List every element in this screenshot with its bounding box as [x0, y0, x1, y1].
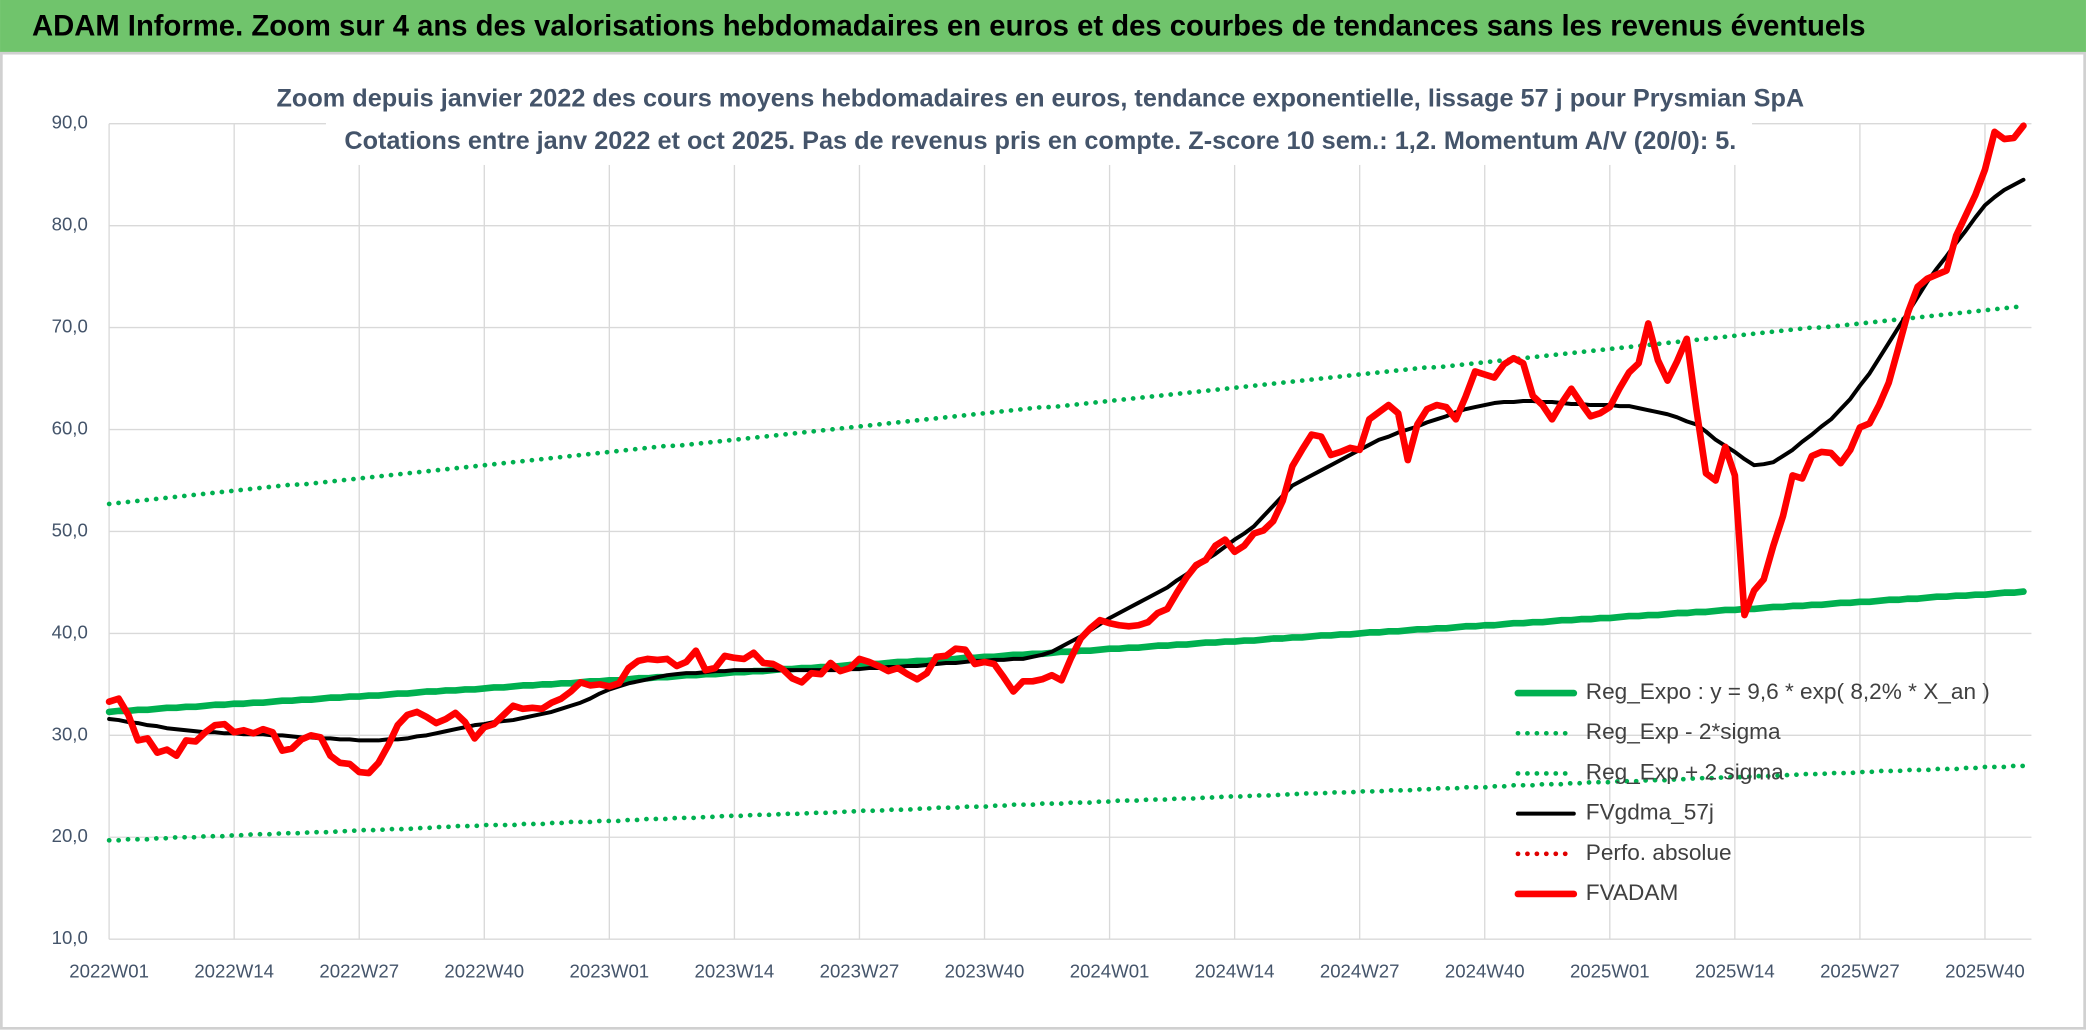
x-tick-label: 2024W14	[1195, 960, 1275, 981]
x-tick-label: 2023W27	[820, 960, 900, 981]
y-tick-label: 70,0	[52, 316, 88, 337]
series-lines	[105, 122, 2027, 843]
legend-label: Reg_Exp - 2*sigma	[1586, 719, 1781, 744]
series-line	[105, 122, 2027, 777]
series-line	[105, 588, 2027, 716]
x-tick-label: 2024W40	[1445, 960, 1525, 981]
x-tick-label: 2025W01	[1570, 960, 1650, 981]
y-tick-label: 90,0	[52, 112, 88, 133]
y-tick-label: 80,0	[52, 214, 88, 235]
series-line	[106, 763, 2026, 843]
header-title: ADAM Informe. Zoom sur 4 ans des valoris…	[32, 11, 1866, 43]
series-line	[107, 177, 2026, 743]
y-tick-label: 40,0	[52, 621, 88, 642]
legend-label: FVgdma_57j	[1586, 800, 1714, 825]
x-tick-label: 2025W40	[1945, 960, 2025, 981]
legend-label: FVADAM	[1586, 880, 1679, 905]
x-tick-label: 2022W01	[69, 960, 149, 981]
y-tick-label: 50,0	[52, 519, 88, 540]
chart-title: Zoom depuis janvier 2022 des cours moyen…	[276, 84, 1804, 112]
x-tick-label: 2025W27	[1820, 960, 1900, 981]
header-bar	[0, 0, 2086, 54]
x-tick-label: 2024W27	[1320, 960, 1400, 981]
title-box	[325, 77, 1753, 165]
y-tick-label: 30,0	[52, 723, 88, 744]
x-tick-label: 2024W01	[1070, 960, 1150, 981]
x-tick-label: 2023W40	[945, 960, 1025, 981]
legend-label: Reg_Exp + 2 sigma	[1586, 759, 1784, 784]
series-line	[106, 303, 2026, 507]
x-tick-label: 2023W01	[570, 960, 650, 981]
x-tick-label: 2022W40	[444, 960, 524, 981]
x-tick-label: 2022W14	[194, 960, 274, 981]
x-tick-label: 2025W14	[1695, 960, 1775, 981]
legend-label: Reg_Expo : y = 9,6 * exp( 8,2% * X_an )	[1586, 679, 1990, 704]
chart-subtitle: Cotations entre janv 2022 et oct 2025. P…	[344, 127, 1736, 155]
x-tick-label: 2023W14	[695, 960, 775, 981]
legend: Reg_Expo : y = 9,6 * exp( 8,2% * X_an ) R…	[1514, 679, 1990, 905]
y-tick-label: 10,0	[52, 927, 88, 948]
y-tick-label: 60,0	[52, 417, 88, 438]
chart-frame	[0, 51, 2086, 1030]
x-tick-label: 2022W27	[319, 960, 399, 981]
legend-label: Perfo. absolue	[1586, 840, 1732, 865]
y-tick-label: 20,0	[52, 825, 88, 846]
